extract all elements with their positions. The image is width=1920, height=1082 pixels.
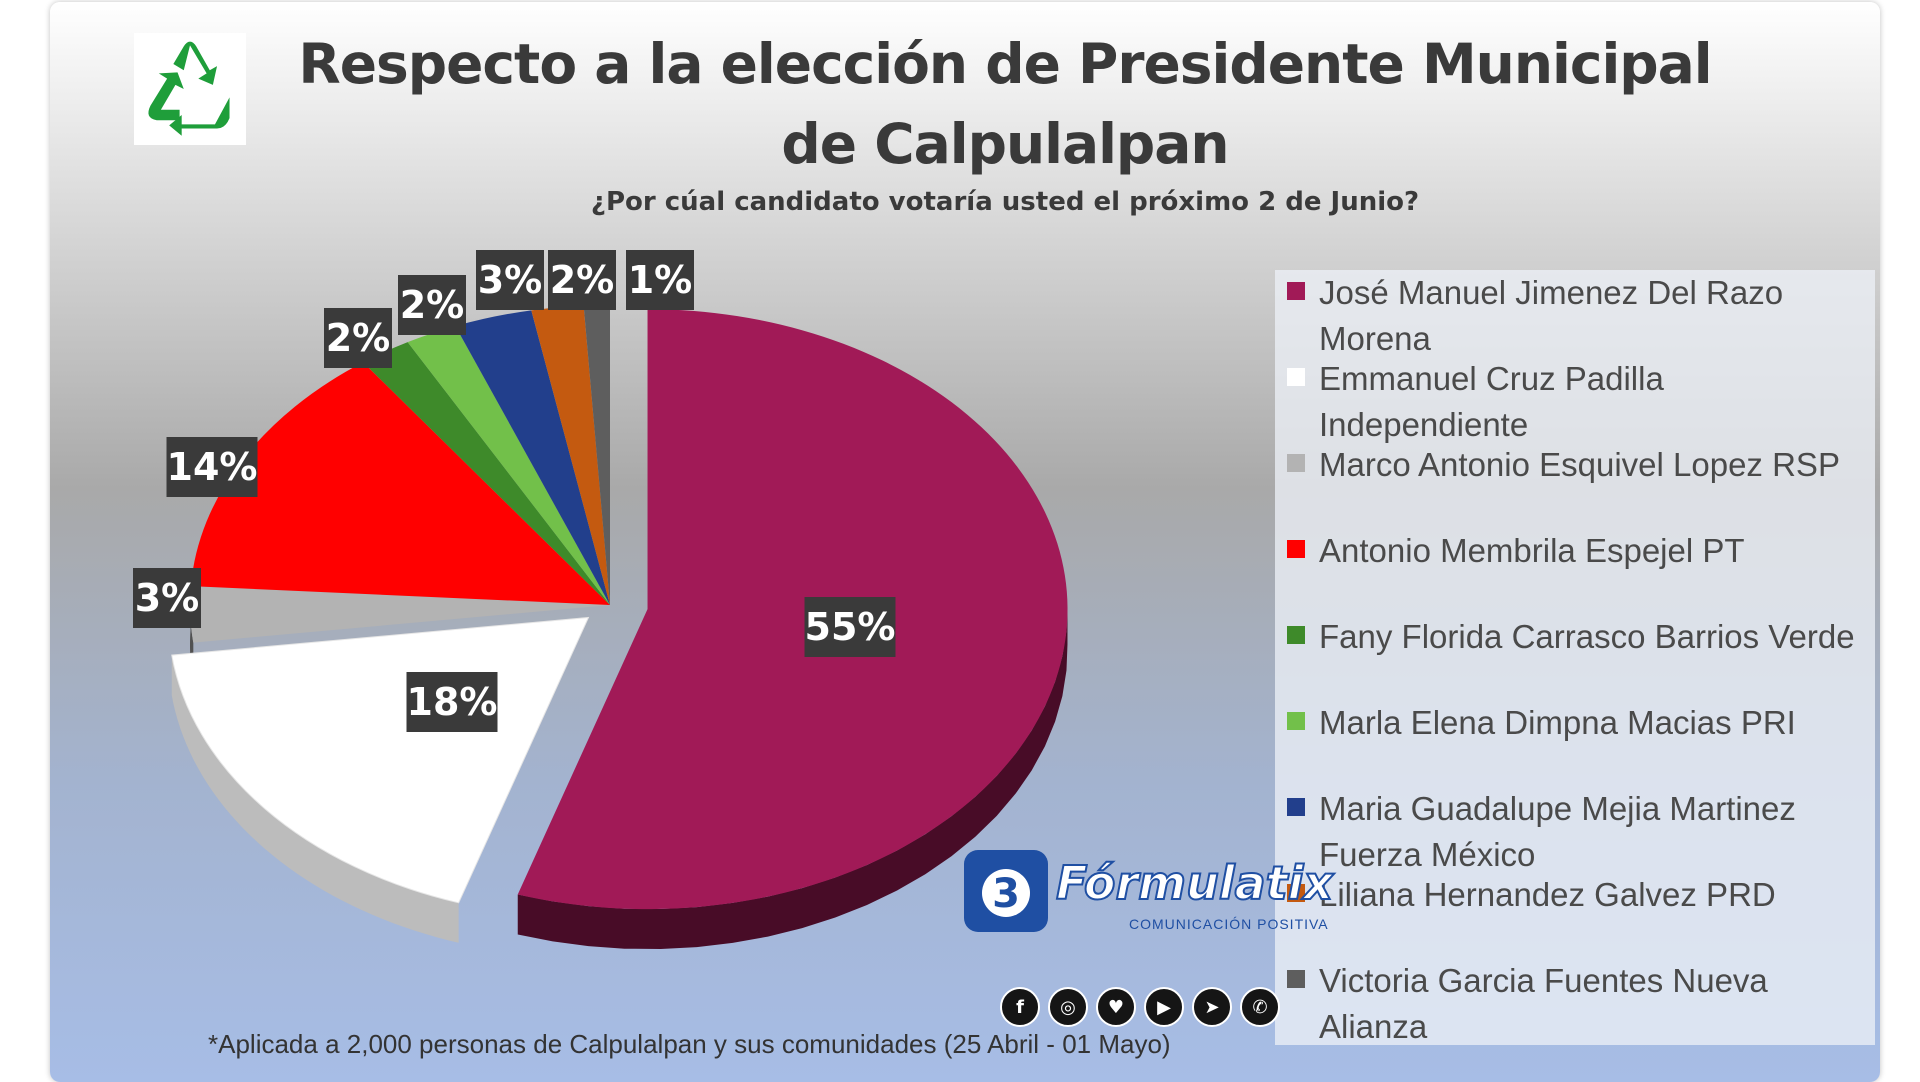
data-label-box [166,437,258,497]
svg-text:3: 3 [992,871,1020,917]
data-label-text: 1% [628,258,693,302]
pie-slice [531,305,610,605]
legend-swatch [1287,970,1305,988]
data-label-box [406,672,498,732]
data-label-text: 2% [400,283,465,327]
pie-slice [363,342,610,605]
legend-label: José Manuel Jimenez Del Razo Morena [1319,274,1784,357]
data-label-box [324,308,392,368]
data-label-box [548,250,616,310]
pie-slice-side [171,655,459,943]
data-label: 1% [626,250,694,310]
brand-mark-icon: 3 [982,869,1030,917]
instagram-icon[interactable]: ◎ [1048,987,1088,1027]
data-label-box [626,250,694,310]
legend-swatch [1287,368,1305,386]
telegram-icon[interactable]: ➤ [1192,987,1232,1027]
brand-logo: 3 Fórmulatix COMUNICACIÓN POSITIVA [964,850,1354,940]
legend-label: Liliana Hernandez Galvez PRD [1319,876,1776,913]
legend-label: Maria Guadalupe Mejia Martinez Fuerza Mé… [1319,790,1796,873]
pie-slice [517,309,1068,910]
recycle-icon [148,41,230,136]
legend-swatch [1287,626,1305,644]
data-label-text: 3% [135,576,200,620]
facebook-icon[interactable]: f [1000,987,1040,1027]
legend-label: Antonio Membrila Espejel PT [1319,532,1745,569]
legend-swatch [1287,798,1305,816]
data-label: 3% [133,568,201,628]
data-label: 2% [324,308,392,368]
footnote: *Aplicada a 2,000 personas de Calpulalpa… [208,1029,1171,1059]
data-label-text: 2% [326,316,391,360]
data-label-box [476,250,544,310]
data-label: 3% [476,250,544,310]
data-label: 14% [166,437,258,497]
pie-slice-side [517,604,1068,950]
legend-label: Victoria Garcia Fuentes Nueva Alianza [1319,962,1768,1045]
legend-swatch [1287,454,1305,472]
data-label-box [804,597,896,657]
data-label: 2% [548,250,616,310]
brand-name: Fórmulatix [1055,855,1334,911]
pie-slice [171,616,590,904]
whatsapp-icon[interactable]: ✆ [1240,987,1280,1027]
data-label-text: 18% [407,680,498,724]
data-label-box [133,568,201,628]
pie-slice [583,305,610,605]
data-label-box [398,275,466,335]
data-label-text: 2% [550,258,615,302]
legend: José Manuel Jimenez Del Razo Morena Emman… [1275,270,1875,1045]
pie-slice [190,586,611,643]
youtube-icon[interactable]: ▶ [1144,987,1184,1027]
data-label: 55% [804,597,896,657]
legend-swatch [1287,282,1305,300]
legend-label: Marla Elena Dimpna Macias PRI [1319,704,1796,741]
legend-label: Emmanuel Cruz Padilla Independiente [1319,360,1664,443]
data-label: 2% [398,275,466,335]
legend-label: Marco Antonio Esquivel Lopez RSP [1319,446,1840,483]
legend-swatch [1287,540,1305,558]
data-label-text: 3% [478,258,543,302]
pie-slice [190,362,610,605]
chart-subtitle: ¿Por cúal candidato votaría usted el pró… [590,187,1420,217]
pie-slice [407,326,610,605]
legend-swatch [1287,712,1305,730]
data-label: 18% [406,672,498,732]
legend-label: Fany Florida Carrasco Barrios Verde [1319,618,1855,655]
brand-badge: 3 [964,850,1048,932]
data-label-text: 14% [167,445,258,489]
data-label-text: 55% [805,605,896,649]
recycle-logo [134,33,246,145]
brand-tagline: COMUNICACIÓN POSITIVA [1129,916,1329,932]
legend-swatch [1287,884,1305,902]
chart-title: Respecto a la elección de Presidente Mun… [298,32,1712,176]
twitter-icon[interactable]: ♥ [1096,987,1136,1027]
pie-slice [455,310,610,605]
